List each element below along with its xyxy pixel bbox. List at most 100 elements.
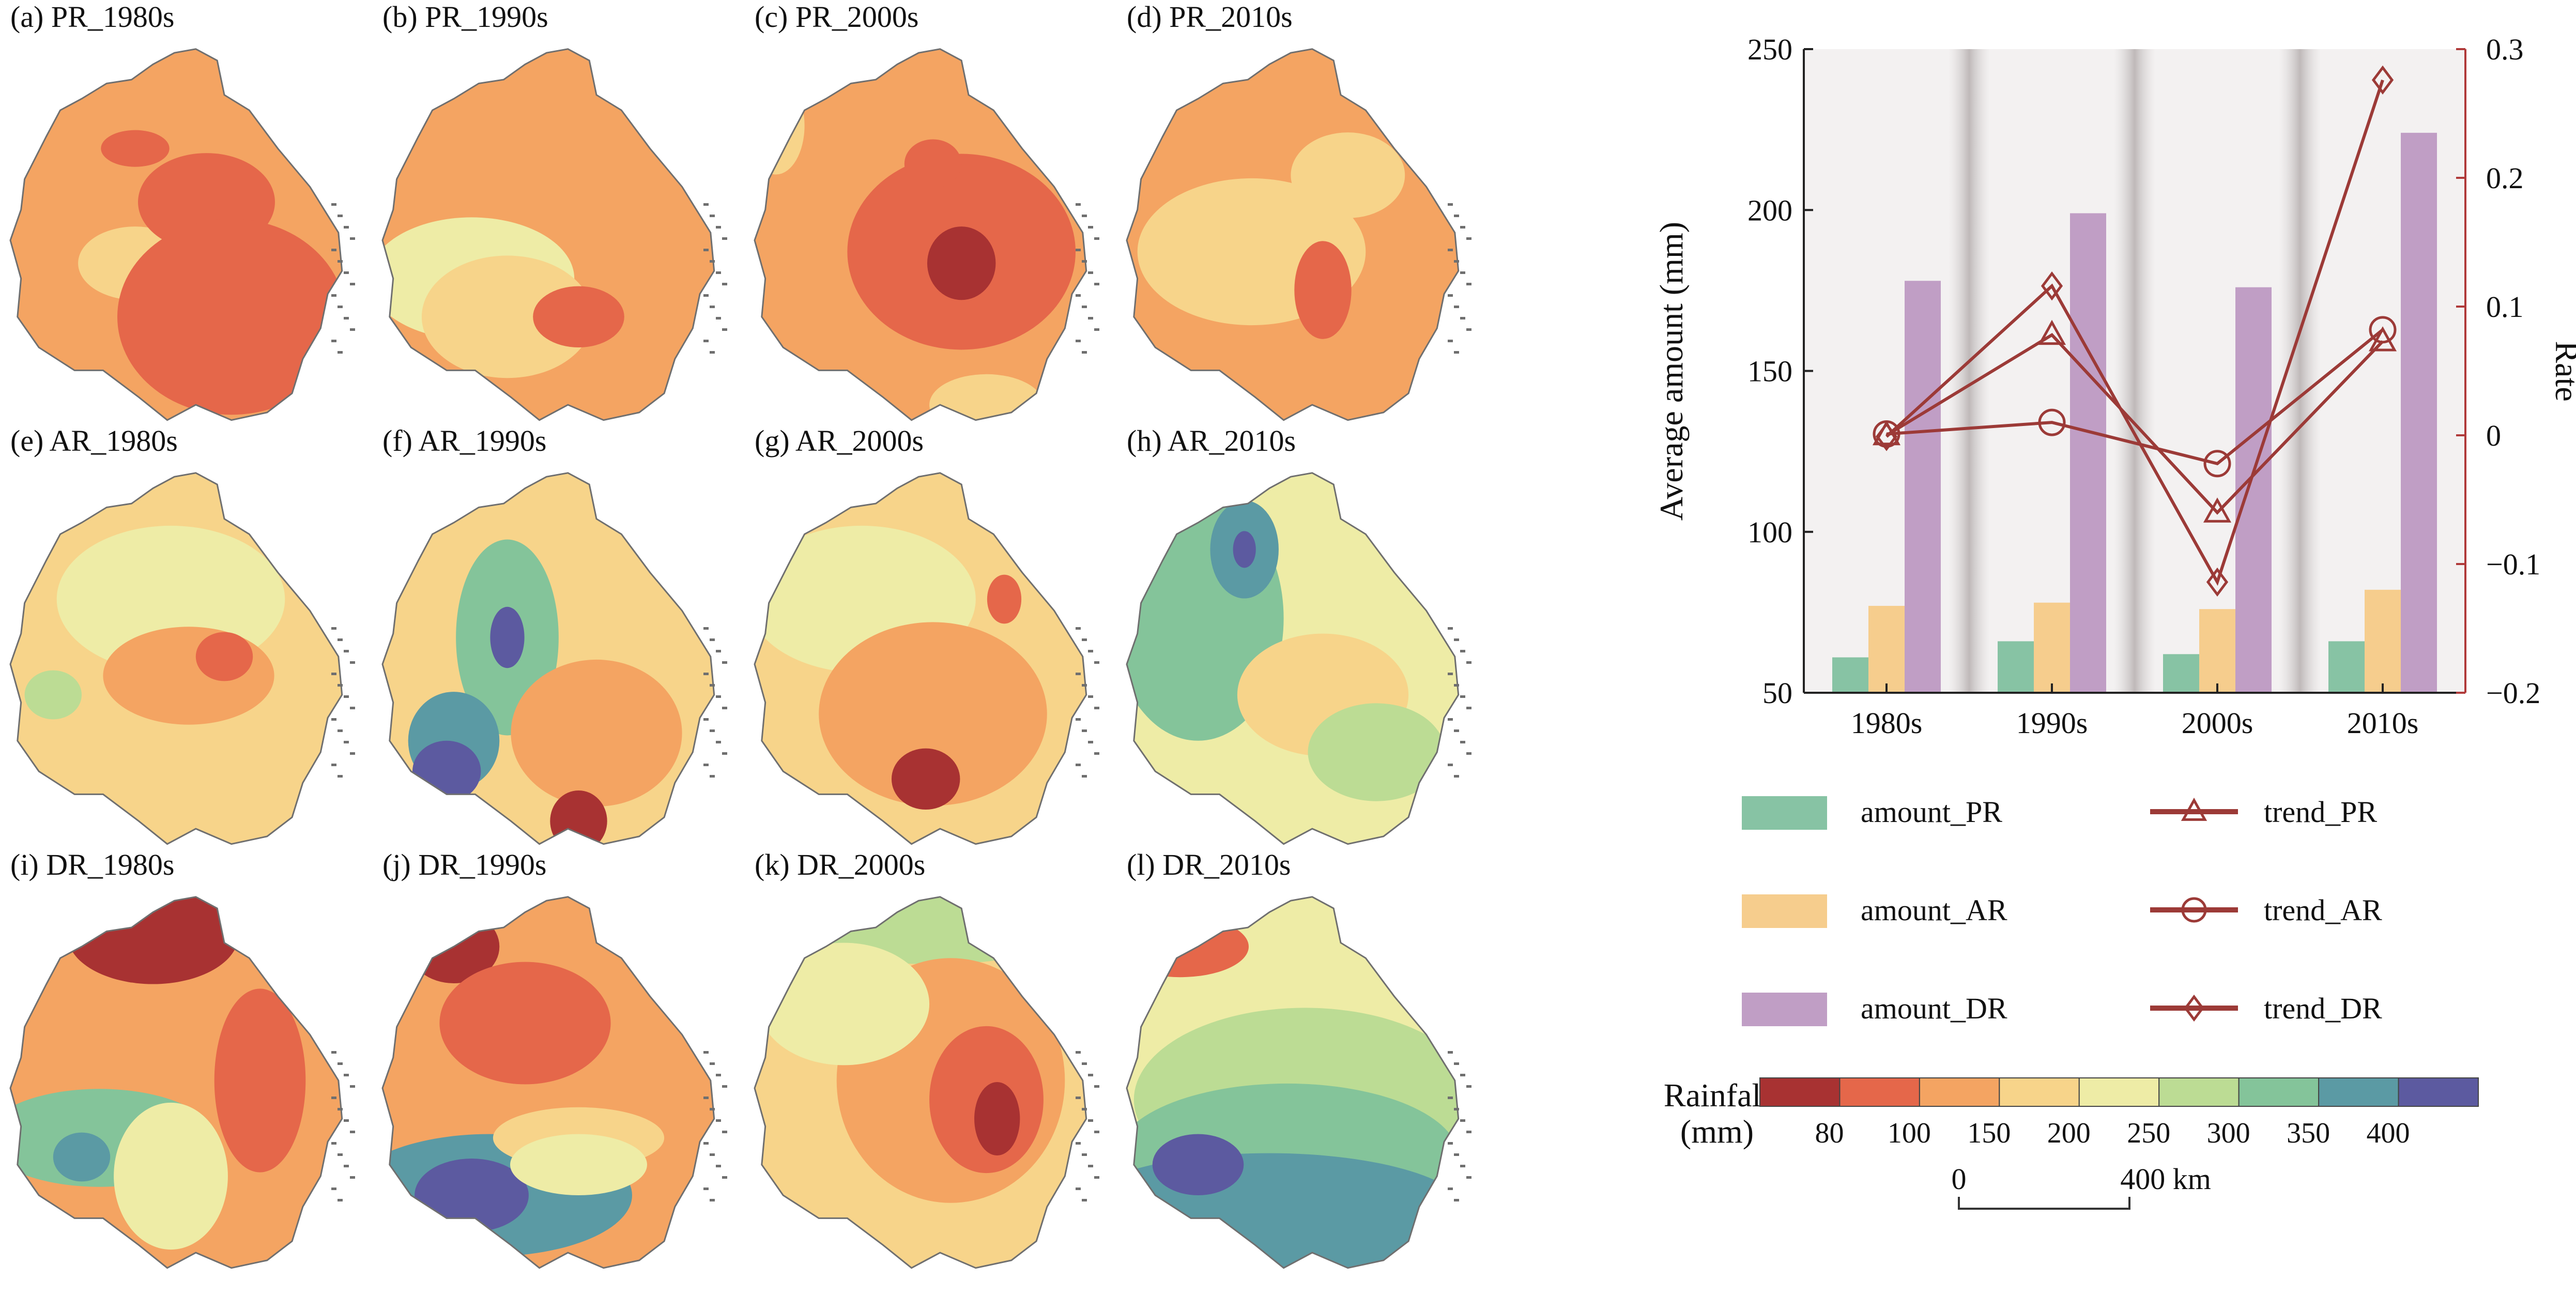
island bbox=[710, 351, 715, 354]
island bbox=[703, 1051, 709, 1054]
y2-tick-label: 0.1 bbox=[2486, 290, 2524, 324]
island bbox=[350, 1085, 355, 1088]
legend-label: amount_AR bbox=[1861, 893, 2007, 927]
island bbox=[703, 340, 709, 342]
map-panel: (g) AR_2000s bbox=[754, 424, 1099, 845]
y2-axis-label: Rate bbox=[2549, 341, 2576, 401]
island bbox=[716, 317, 721, 319]
legend-label: trend_PR bbox=[2264, 795, 2377, 829]
region-boundary bbox=[9, 48, 343, 421]
rainfall-zone bbox=[214, 988, 306, 1173]
island bbox=[703, 673, 709, 675]
marker-trend_AR bbox=[1873, 420, 1900, 448]
colorbar-tick-label: 350 bbox=[2287, 1117, 2330, 1149]
island bbox=[1448, 294, 1453, 297]
island bbox=[331, 294, 336, 297]
rainfall-zone bbox=[117, 219, 342, 415]
rainfall-zone bbox=[101, 130, 170, 167]
rainfall-zone bbox=[511, 659, 682, 807]
island bbox=[710, 1108, 715, 1110]
island bbox=[1082, 1062, 1087, 1065]
rainfall-zone bbox=[195, 632, 253, 681]
marker-trend_PR bbox=[2037, 319, 2066, 345]
rainfall-surface bbox=[755, 896, 1086, 1268]
island bbox=[1466, 661, 1471, 664]
island bbox=[331, 340, 336, 342]
legend-label: amount_DR bbox=[1861, 992, 2007, 1025]
island bbox=[338, 1108, 343, 1110]
colorbar-tick-label: 300 bbox=[2207, 1117, 2250, 1149]
bar-group bbox=[1832, 132, 2437, 693]
map-panel-label: (g) AR_2000s bbox=[755, 424, 924, 458]
island bbox=[1076, 1188, 1081, 1190]
island bbox=[338, 684, 343, 687]
rainfall-zone bbox=[114, 1102, 228, 1250]
island bbox=[1466, 1176, 1471, 1179]
island bbox=[331, 1051, 336, 1054]
island bbox=[1088, 317, 1093, 319]
rainfall-zone bbox=[1233, 531, 1256, 568]
rainfall-zone bbox=[974, 1082, 1020, 1156]
island bbox=[1082, 684, 1087, 687]
colorbar-tick-label: 100 bbox=[1888, 1117, 1931, 1149]
rainfall-zone bbox=[53, 1132, 111, 1182]
island bbox=[1082, 260, 1087, 263]
island bbox=[710, 260, 715, 263]
legend-swatch bbox=[1742, 993, 1827, 1026]
island bbox=[344, 1074, 349, 1076]
island bbox=[1076, 627, 1081, 630]
rainfall-zone bbox=[929, 374, 1044, 420]
bar-amount_AR bbox=[2199, 609, 2235, 693]
region-boundary bbox=[9, 472, 343, 845]
legend-marker bbox=[2181, 797, 2207, 821]
rainfall-surface bbox=[1127, 49, 1459, 420]
island bbox=[331, 1142, 336, 1145]
rainfall-zone bbox=[904, 139, 962, 189]
line-trend_DR bbox=[1885, 79, 2384, 586]
y2-tick-label: 0.3 bbox=[2486, 33, 2524, 66]
bar-amount_DR bbox=[2401, 132, 2437, 693]
marker-trend_AR bbox=[2203, 450, 2231, 478]
rainfall-zone bbox=[1152, 1134, 1244, 1195]
bar-amount_PR bbox=[1998, 641, 2034, 693]
map-panel: (b) PR_1990s bbox=[381, 0, 727, 421]
island bbox=[1454, 351, 1459, 354]
island bbox=[703, 203, 709, 206]
map-panel-label: (d) PR_2010s bbox=[1127, 0, 1293, 34]
island bbox=[716, 695, 721, 698]
island bbox=[338, 638, 343, 641]
island bbox=[1094, 1131, 1099, 1133]
rainfall-surface bbox=[10, 473, 342, 844]
x-tick-label: 1980s bbox=[1851, 706, 1923, 740]
x-tick-label: 2010s bbox=[2347, 706, 2419, 740]
island bbox=[710, 775, 715, 778]
region-boundary bbox=[754, 48, 1087, 421]
island bbox=[710, 1199, 715, 1201]
region-boundary bbox=[1126, 48, 1460, 421]
island bbox=[338, 1062, 343, 1065]
island bbox=[716, 1119, 721, 1122]
rainfall-colorbar: Rainfall (mm) 80 100 150 200 250 300 350 400 bbox=[1664, 1077, 2479, 1150]
island bbox=[1454, 1108, 1459, 1110]
island bbox=[344, 695, 349, 698]
island bbox=[331, 718, 336, 721]
island bbox=[1076, 718, 1081, 721]
colorbar-tick-label: 80 bbox=[1815, 1117, 1844, 1149]
island bbox=[1454, 638, 1459, 641]
map-panel: (h) AR_2010s bbox=[1126, 424, 1471, 845]
island bbox=[1454, 775, 1459, 778]
island bbox=[331, 249, 336, 251]
island bbox=[1466, 237, 1471, 240]
map-panels: (a) PR_1980s (b) PR_1990s (c) PR_2000s (d) … bbox=[9, 0, 1471, 1269]
region-boundary bbox=[9, 896, 343, 1269]
y-axis-label: Average amount (mm) bbox=[1653, 222, 1690, 521]
legend-swatch bbox=[1742, 894, 1827, 928]
island bbox=[344, 271, 349, 274]
island bbox=[1088, 741, 1093, 743]
rainfall-zone bbox=[987, 574, 1022, 624]
map-panel-label: (k) DR_2000s bbox=[755, 848, 925, 881]
map-panel: (i) DR_1980s bbox=[9, 848, 355, 1269]
island bbox=[1460, 650, 1465, 652]
island bbox=[1448, 764, 1453, 766]
rainfall-zone bbox=[1308, 703, 1445, 801]
